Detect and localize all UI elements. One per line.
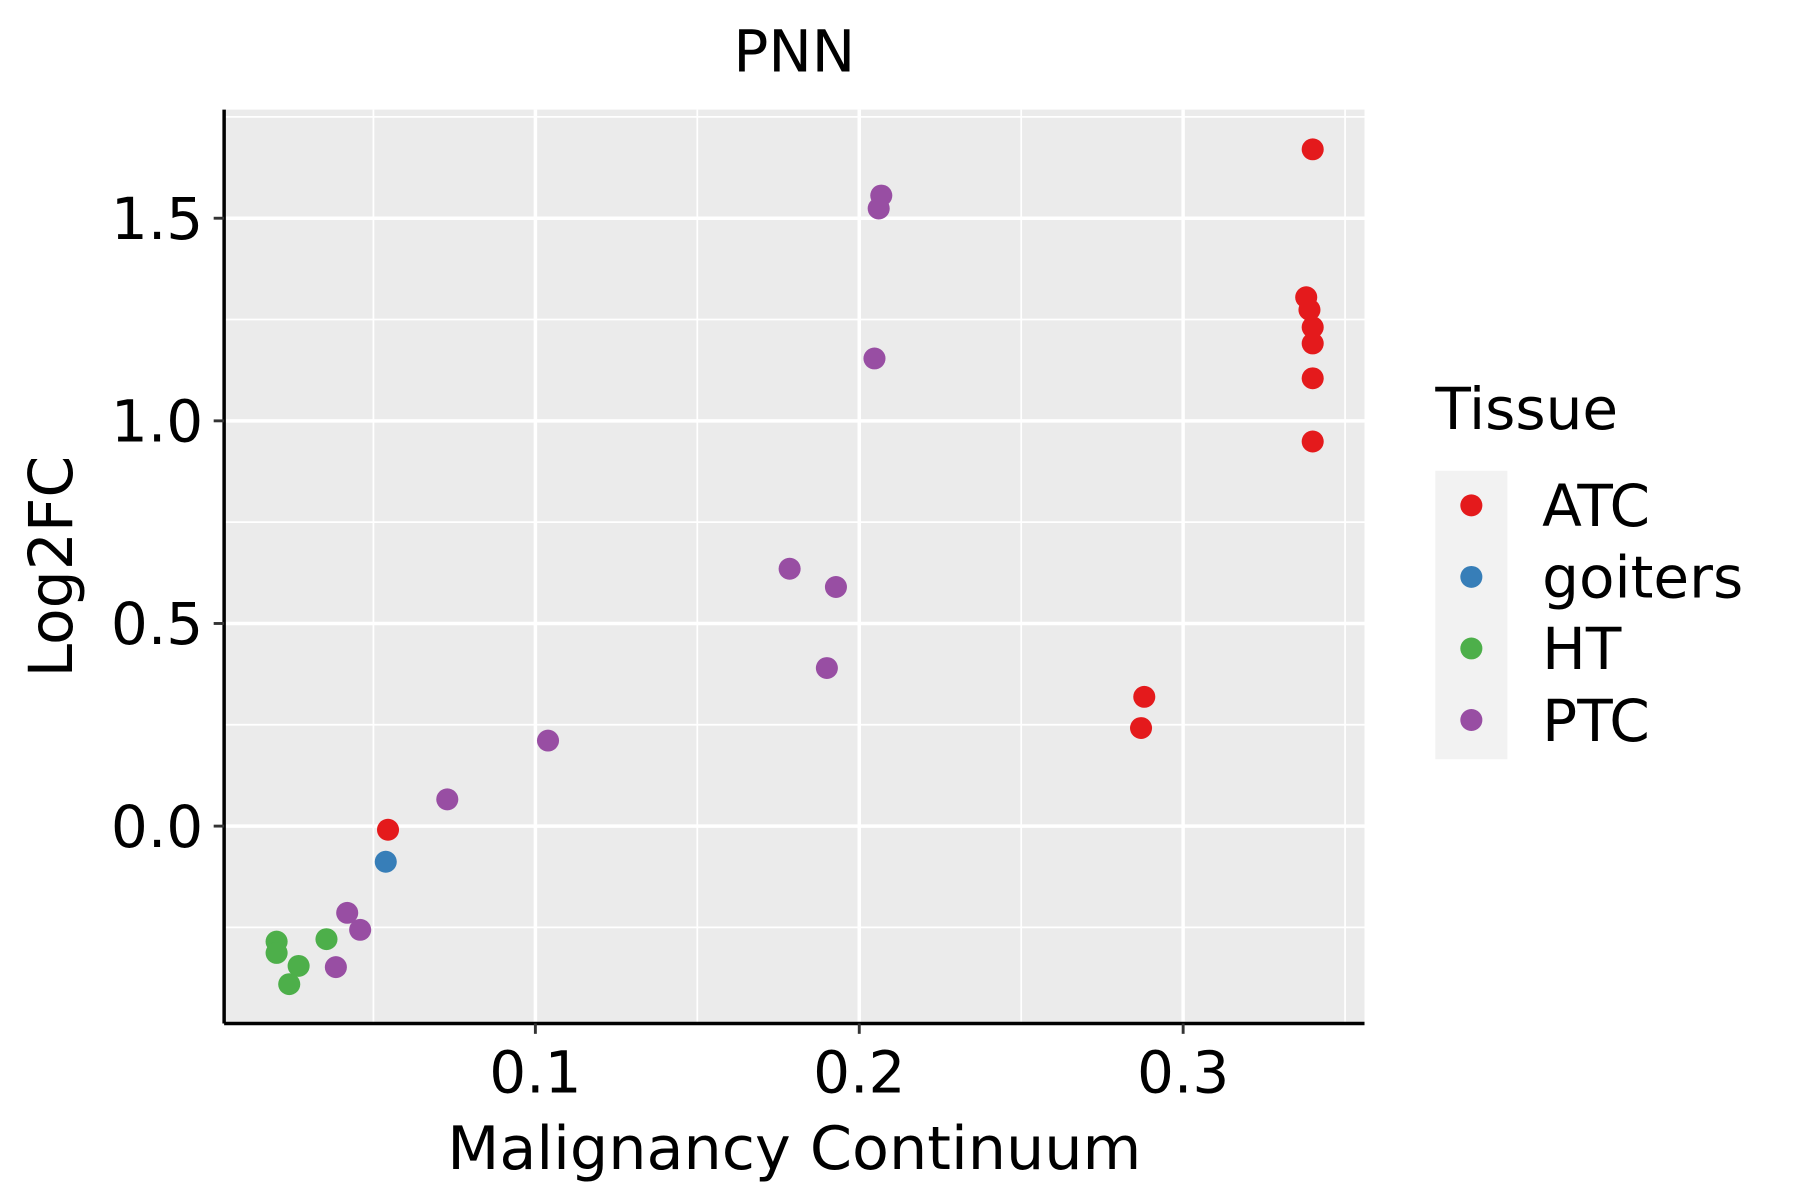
axis-ticks: 0.1 0.2 0.3 0.0 0.5 1.0 1.5 [111, 185, 1229, 1106]
data-point-atc [1133, 685, 1156, 708]
data-point-ptc [436, 788, 459, 811]
data-point-ptc [778, 557, 801, 580]
data-point-ptc [336, 901, 359, 924]
x-tick-label: 0.2 [813, 1039, 905, 1107]
data-point-ht [315, 928, 338, 951]
data-point-ptc [324, 956, 347, 979]
legend-label-atc: ATC [1542, 472, 1650, 540]
grid [224, 109, 1365, 1024]
x-axis-label: Malignancy Continuum [447, 1114, 1141, 1184]
legend-key-goiters [1460, 565, 1483, 588]
legend-title: Tissue [1434, 375, 1618, 443]
y-tick-label: 1.0 [111, 388, 203, 456]
data-point-atc [1301, 138, 1324, 161]
data-point-ptc [867, 197, 890, 220]
y-axis-label: Log2FC [17, 456, 87, 678]
x-tick-label: 0.3 [1137, 1039, 1229, 1107]
data-point-atc [1301, 430, 1324, 453]
legend-key-atc [1460, 494, 1483, 517]
data-point-atc [1301, 316, 1324, 339]
x-tick-label: 0.1 [489, 1039, 581, 1107]
data-point-ptc [863, 347, 886, 370]
data-point-goiters [374, 850, 397, 873]
data-point-ptc [536, 729, 560, 752]
data-point-ptc [824, 576, 847, 598]
chart-title: PNN [733, 18, 855, 86]
data-point-ht [287, 954, 310, 977]
data-point-ptc [349, 918, 372, 941]
legend-label-ht: HT [1542, 615, 1622, 683]
data-point-atc [376, 818, 400, 841]
data-point-atc [1130, 717, 1153, 739]
legend-key-ptc [1460, 709, 1483, 731]
data-point-ht [265, 941, 288, 964]
data-point-ptc [815, 657, 838, 680]
data-point-ht [278, 973, 301, 996]
legend-label-goiters: goiters [1542, 544, 1743, 612]
data-point-atc [1298, 298, 1321, 321]
legend-key-ht [1460, 637, 1483, 660]
legend-label-ptc: PTC [1542, 687, 1650, 755]
data-point-atc [1301, 332, 1324, 355]
data-points [265, 138, 1324, 996]
y-tick-label: 1.5 [111, 185, 203, 253]
y-tick-label: 0.5 [111, 590, 203, 658]
data-point-atc [1301, 367, 1324, 390]
y-tick-label: 0.0 [111, 793, 203, 861]
